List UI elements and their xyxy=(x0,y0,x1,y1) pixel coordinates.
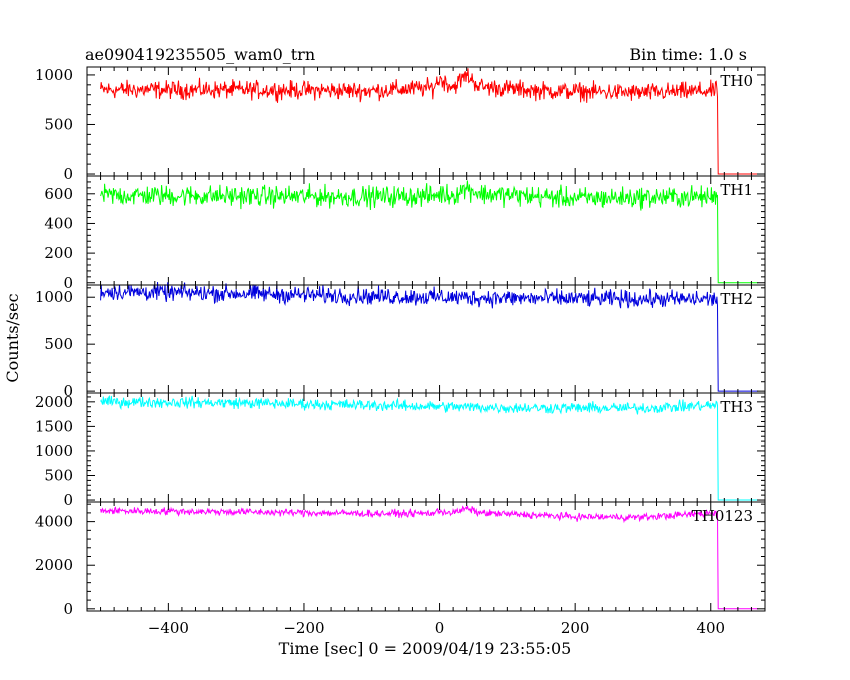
panel-frame xyxy=(86,392,766,503)
panel-label-th1: TH1 xyxy=(720,181,753,199)
y-tick-label: 0 xyxy=(63,274,73,292)
panel-th0: 0 500 1000 TH0 xyxy=(35,66,766,183)
series-th0-line xyxy=(100,68,759,175)
panel-th3: 0 500 1000 1500 2000 TH3 xyxy=(35,392,766,509)
panel-label-th2: TH2 xyxy=(720,290,753,308)
panel-frame xyxy=(86,66,766,177)
y-tick-label: 200 xyxy=(44,244,73,262)
x-tick-label: 0 xyxy=(435,619,445,637)
y-tick-label: 0 xyxy=(63,382,73,400)
y-tick-label: 1000 xyxy=(35,288,73,306)
chart-title: ae090419235505_wam0_trn xyxy=(85,45,315,64)
series-th1-line xyxy=(100,180,759,284)
y-tick-label: 500 xyxy=(44,115,73,133)
y-tick-label: 2000 xyxy=(35,556,73,574)
x-tick-label: −400 xyxy=(148,619,189,637)
panel-frame xyxy=(86,501,766,612)
x-tick-label: 400 xyxy=(696,619,725,637)
series-th0123-line xyxy=(100,505,759,610)
x-tick-label: 200 xyxy=(561,619,590,637)
y-tick-label: 600 xyxy=(44,185,73,203)
panel-th1: 0 200 400 600 TH1 xyxy=(44,175,766,292)
panels-group: 0 500 1000 TH0 0 200 400 600 TH1 0 500 1000 TH2 0 500 1… xyxy=(35,66,766,637)
y-tick-label: 0 xyxy=(63,165,73,183)
bin-time-label: Bin time: 1.0 s xyxy=(629,45,747,64)
series-th3-line xyxy=(100,394,759,501)
y-tick-label: 1500 xyxy=(35,417,73,435)
y-tick-label: 500 xyxy=(44,466,73,484)
panel-label-th3: TH3 xyxy=(720,398,753,416)
y-tick-label: 500 xyxy=(44,335,73,353)
panel-label-th0123: TH0123 xyxy=(692,507,753,525)
y-tick-label: 0 xyxy=(63,600,73,618)
y-tick-label: 0 xyxy=(63,491,73,509)
x-tick-label: −200 xyxy=(283,619,324,637)
y-tick-label: 1000 xyxy=(35,442,73,460)
panel-label-th0: TH0 xyxy=(720,72,753,90)
y-tick-label: 4000 xyxy=(35,513,73,531)
series-th2-line xyxy=(100,282,759,392)
y-tick-label: 2000 xyxy=(35,393,73,411)
x-axis-label: Time [sec] 0 = 2009/04/19 23:55:05 xyxy=(279,639,572,658)
y-axis-label: Counts/sec xyxy=(3,293,22,382)
panel-th2: 0 500 1000 TH2 xyxy=(35,282,766,400)
panel-th0123: 0 2000 4000 TH0123 xyxy=(35,501,766,618)
y-tick-label: 1000 xyxy=(35,66,73,84)
y-tick-label: 400 xyxy=(44,214,73,232)
